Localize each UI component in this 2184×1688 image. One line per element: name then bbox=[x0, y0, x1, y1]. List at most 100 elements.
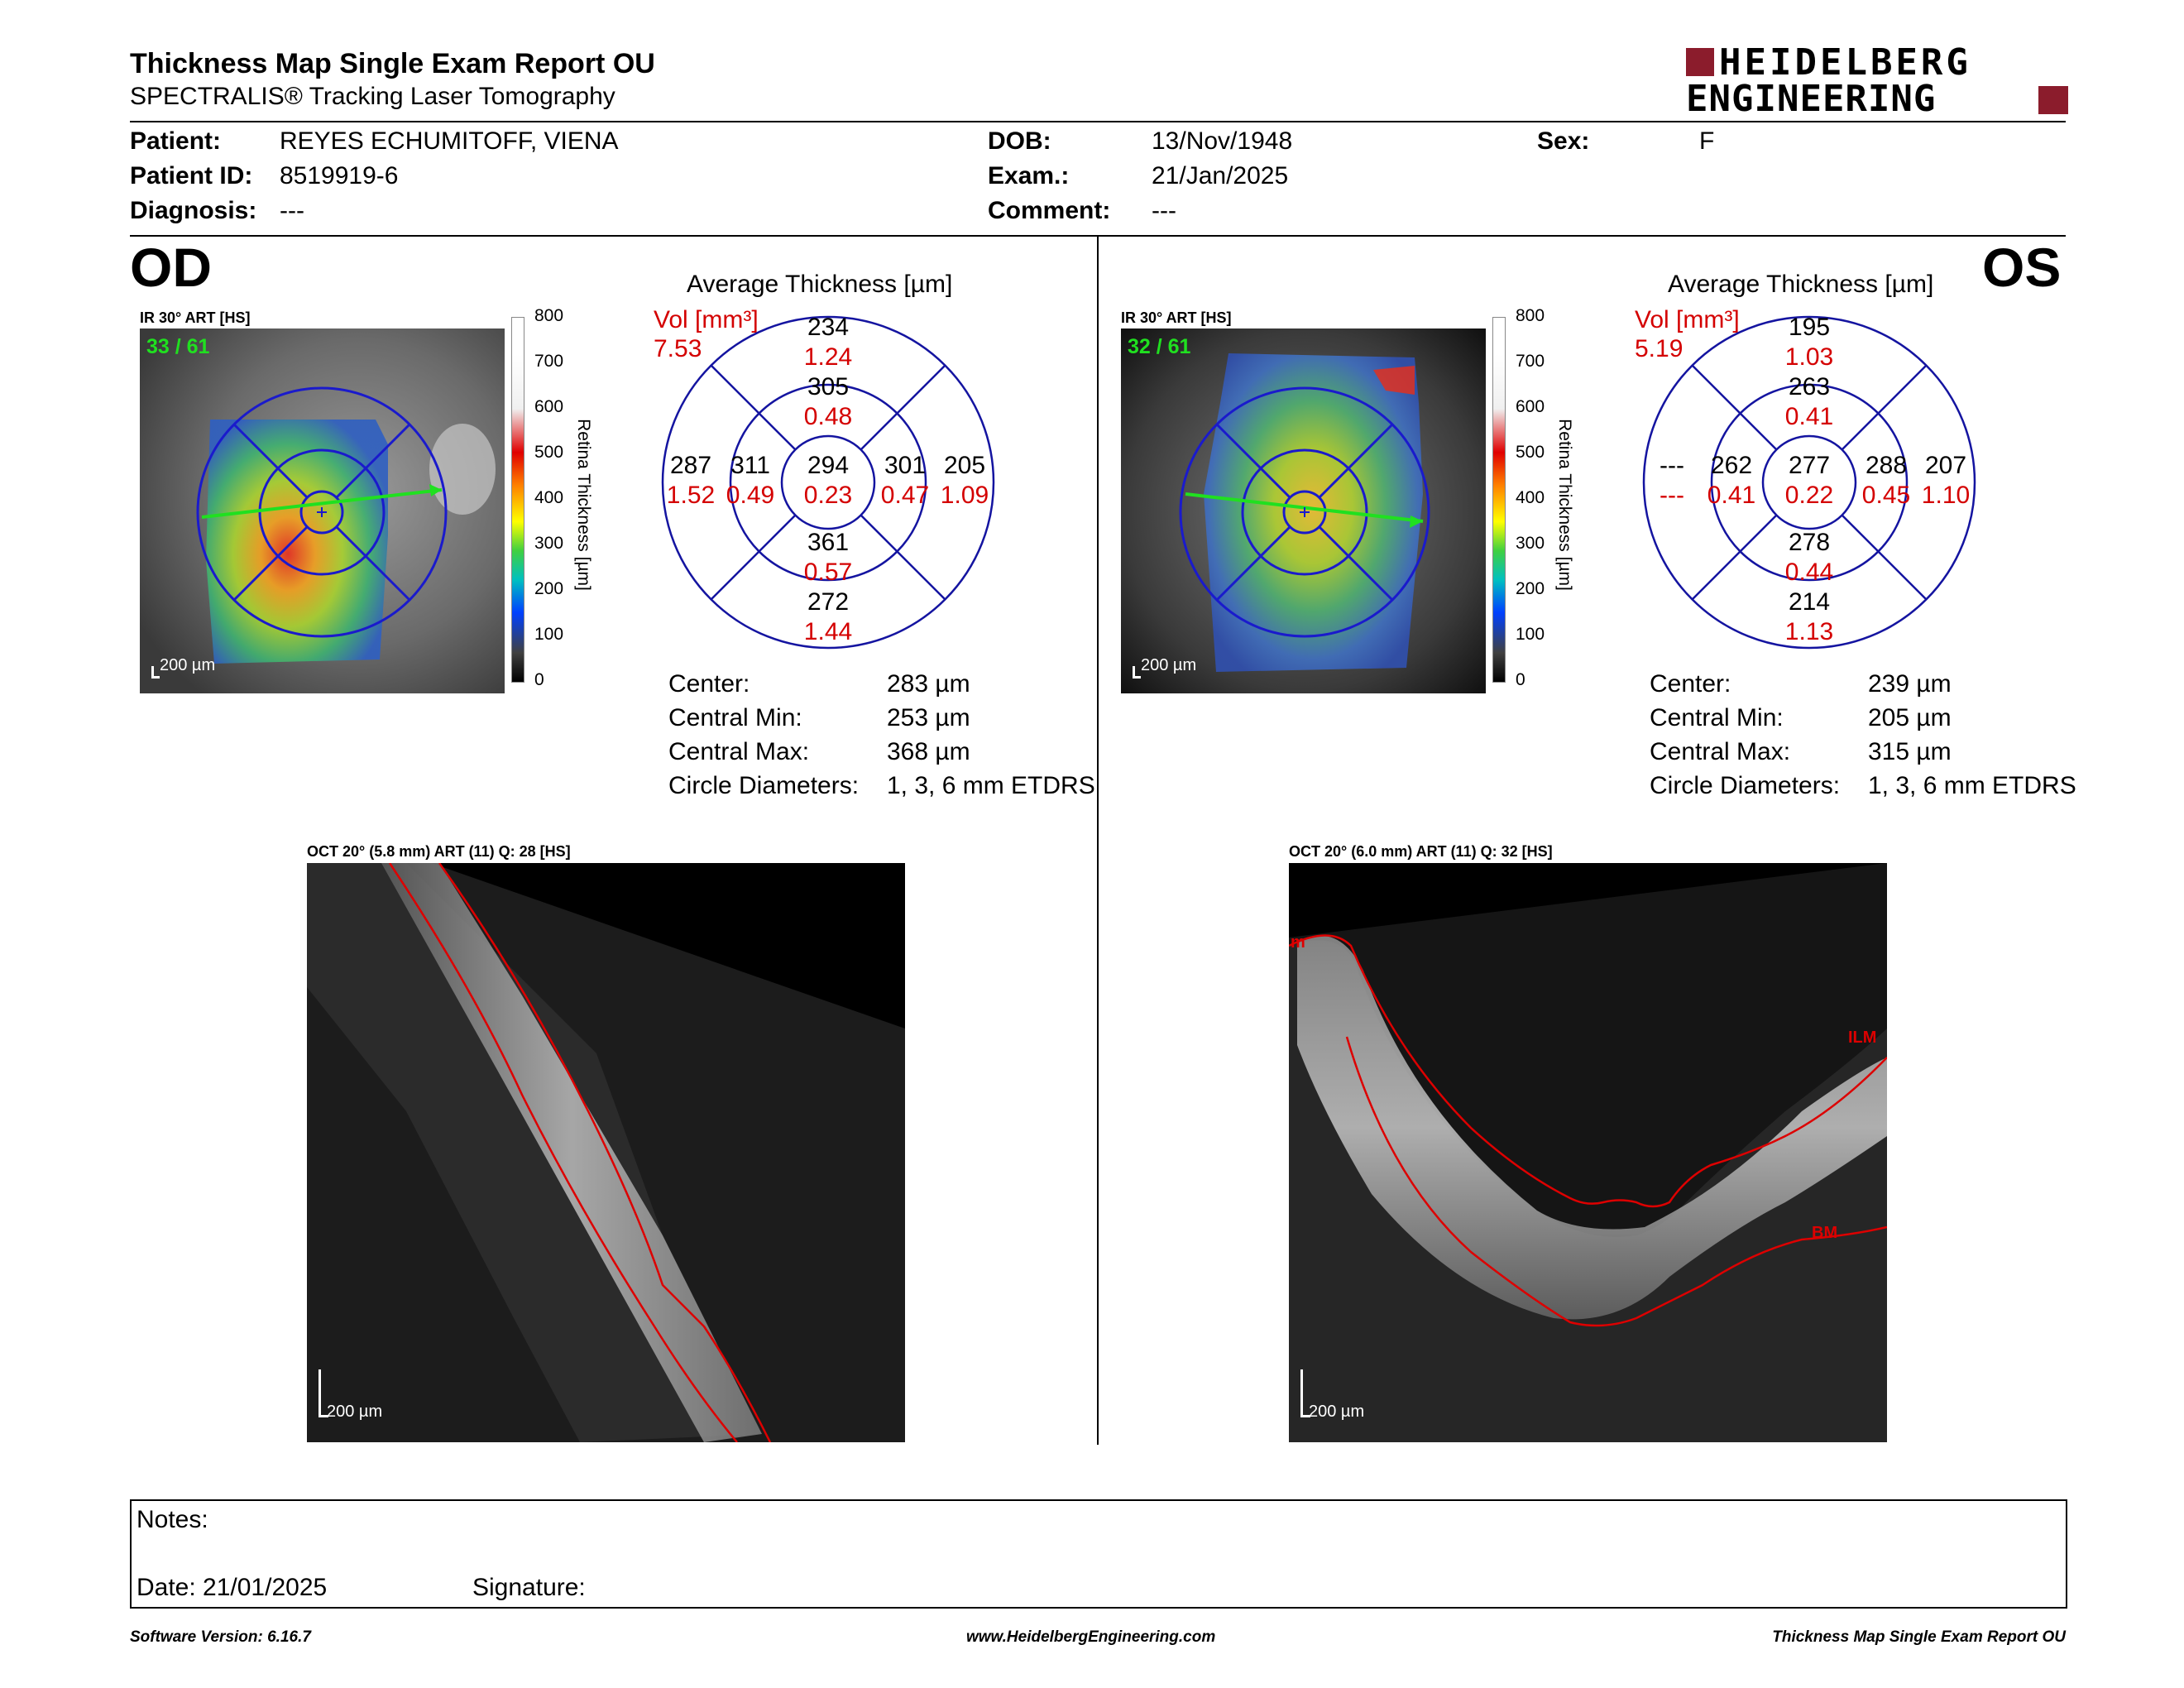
os-center-thickness: 277 bbox=[1788, 452, 1831, 479]
od-scale-tick: 700 bbox=[534, 352, 564, 371]
od-left-outer-thickness: 287 bbox=[669, 452, 712, 479]
notes-label: Notes: bbox=[136, 1506, 208, 1533]
sex-value: F bbox=[1699, 127, 1715, 155]
od-inf-inner-thickness: 361 bbox=[807, 529, 850, 556]
os-oct-scale-bar-h bbox=[1300, 1415, 1310, 1417]
os-scale-tick: 300 bbox=[1516, 534, 1545, 553]
od-oct-label: OCT 20° (5.8 mm) ART (11) Q: 28 [HS] bbox=[307, 843, 571, 860]
od-min-label: Central Min: bbox=[668, 704, 802, 731]
od-min-value: 253 µm bbox=[887, 704, 970, 731]
os-center-label: Center: bbox=[1650, 670, 1731, 698]
patient-id-label: Patient ID: bbox=[130, 162, 253, 189]
od-sup-outer-volume: 1.24 bbox=[803, 343, 853, 371]
report-title: Thickness Map Single Exam Report OU bbox=[130, 48, 655, 79]
od-ir-fundus-image: 33 / 61 200 µm bbox=[140, 328, 505, 693]
os-scale-tick: 0 bbox=[1516, 670, 1525, 689]
od-center-label: Center: bbox=[668, 670, 750, 698]
os-oct-bscan-image: m ILM BM 200 µm bbox=[1289, 863, 1887, 1442]
dob-value: 13/Nov/1948 bbox=[1152, 127, 1293, 155]
od-avg-title: Average Thickness [µm] bbox=[687, 271, 953, 298]
od-scale-tick: 400 bbox=[534, 488, 564, 507]
od-inf-inner-volume: 0.57 bbox=[803, 559, 853, 586]
os-scale-tick: 100 bbox=[1516, 625, 1545, 644]
od-scale-tick: 600 bbox=[534, 397, 564, 416]
os-left-inner-thickness: 262 bbox=[1710, 452, 1753, 479]
software-version: Software Version: 6.16.7 bbox=[130, 1628, 311, 1646]
od-scale-tick: 100 bbox=[534, 625, 564, 644]
os-sup-inner-volume: 0.41 bbox=[1784, 403, 1834, 430]
os-scale-tick: 200 bbox=[1516, 579, 1545, 598]
notes-date: Date: 21/01/2025 bbox=[136, 1574, 328, 1601]
od-left-inner-thickness: 311 bbox=[730, 452, 770, 479]
od-left-inner-volume: 0.49 bbox=[726, 482, 775, 509]
os-color-scale bbox=[1492, 317, 1506, 683]
os-vol-label: Vol [mm³] bbox=[1635, 306, 1740, 333]
os-scale-tick: 600 bbox=[1516, 397, 1545, 416]
od-ir-scale-label: 200 µm bbox=[160, 656, 216, 674]
od-ir-scale-bar-h bbox=[151, 676, 160, 679]
os-oct-scale-label: 200 µm bbox=[1309, 1403, 1365, 1421]
logo-square-bottom bbox=[2038, 86, 2068, 114]
os-ir-scale-bar bbox=[1133, 666, 1135, 678]
os-center-volume: 0.22 bbox=[1784, 482, 1834, 509]
os-scale-axis-label: Retina Thickness [µm] bbox=[1555, 419, 1574, 591]
os-oct-m-label: m bbox=[1291, 933, 1305, 952]
od-right-outer-volume: 1.09 bbox=[940, 482, 989, 509]
notes-box[interactable]: Notes: Date: 21/01/2025 Signature: bbox=[130, 1499, 2067, 1609]
exam-label: Exam.: bbox=[988, 162, 1070, 189]
od-inf-outer-volume: 1.44 bbox=[803, 618, 853, 645]
header-divider bbox=[130, 121, 2066, 122]
os-scale-tick: 400 bbox=[1516, 488, 1545, 507]
logo-text-heidelberg: HEIDELBERG bbox=[1719, 41, 1971, 84]
os-diam-value: 1, 3, 6 mm ETDRS bbox=[1868, 772, 2076, 799]
od-diam-value: 1, 3, 6 mm ETDRS bbox=[887, 772, 1095, 799]
od-inf-outer-thickness: 272 bbox=[807, 588, 850, 616]
od-eye-label: OD bbox=[130, 237, 212, 298]
os-inf-outer-volume: 1.13 bbox=[1784, 618, 1834, 645]
od-scale-tick: 500 bbox=[534, 443, 564, 462]
os-sup-inner-thickness: 263 bbox=[1788, 373, 1831, 400]
patient-name: REYES ECHUMITOFF, VIENA bbox=[280, 127, 619, 155]
od-scale-tick: 0 bbox=[534, 670, 544, 689]
od-sup-outer-thickness: 234 bbox=[807, 314, 850, 341]
os-min-value: 205 µm bbox=[1868, 704, 1952, 731]
logo-square-top bbox=[1686, 48, 1714, 76]
logo-text-engineering: ENGINEERING bbox=[1686, 78, 1937, 120]
os-ir-scale-bar-h bbox=[1133, 676, 1141, 679]
os-left-outer-volume: --- bbox=[1660, 482, 1684, 509]
od-vol-value: 7.53 bbox=[654, 335, 702, 362]
website-link[interactable]: www.HeidelbergEngineering.com bbox=[966, 1628, 1216, 1646]
od-sup-inner-thickness: 305 bbox=[807, 373, 850, 400]
os-ir-scale-label: 200 µm bbox=[1141, 656, 1197, 674]
os-inf-inner-thickness: 278 bbox=[1788, 529, 1831, 556]
os-left-outer-thickness: --- bbox=[1660, 452, 1684, 479]
os-oct-bm-label: BM bbox=[1812, 1224, 1838, 1242]
sex-label: Sex: bbox=[1537, 127, 1590, 155]
os-min-label: Central Min: bbox=[1650, 704, 1784, 731]
os-right-inner-thickness: 288 bbox=[1865, 452, 1908, 479]
od-diam-label: Circle Diameters: bbox=[668, 772, 860, 799]
od-max-label: Central Max: bbox=[668, 738, 810, 765]
os-oct-ilm-label: ILM bbox=[1848, 1029, 1877, 1047]
os-right-outer-volume: 1.10 bbox=[1921, 482, 1971, 509]
exam-value: 21/Jan/2025 bbox=[1152, 162, 1289, 189]
os-vol-value: 5.19 bbox=[1635, 335, 1684, 362]
od-right-outer-thickness: 205 bbox=[943, 452, 986, 479]
od-scale-tick: 800 bbox=[534, 306, 564, 325]
od-scale-tick: 200 bbox=[534, 579, 564, 598]
od-sup-inner-volume: 0.48 bbox=[803, 403, 853, 430]
os-avg-title: Average Thickness [µm] bbox=[1668, 271, 1934, 298]
heidelberg-logo: HEIDELBERG ENGINEERING bbox=[1686, 41, 2068, 120]
os-scale-tick: 800 bbox=[1516, 306, 1545, 325]
os-ir-fundus-image: 32 / 61 200 µm bbox=[1121, 328, 1486, 693]
os-max-value: 315 µm bbox=[1868, 738, 1952, 765]
signature-label: Signature: bbox=[472, 1574, 586, 1601]
os-sup-outer-thickness: 195 bbox=[1788, 314, 1831, 341]
od-scale-axis-label: Retina Thickness [µm] bbox=[574, 419, 593, 591]
od-vol-label: Vol [mm³] bbox=[654, 306, 759, 333]
os-etdrs-grid bbox=[1642, 315, 1976, 650]
os-scale-tick: 700 bbox=[1516, 352, 1545, 371]
od-ir-label: IR 30° ART [HS] bbox=[140, 309, 251, 326]
od-etdrs-grid bbox=[661, 315, 995, 650]
os-inf-outer-thickness: 214 bbox=[1788, 588, 1831, 616]
